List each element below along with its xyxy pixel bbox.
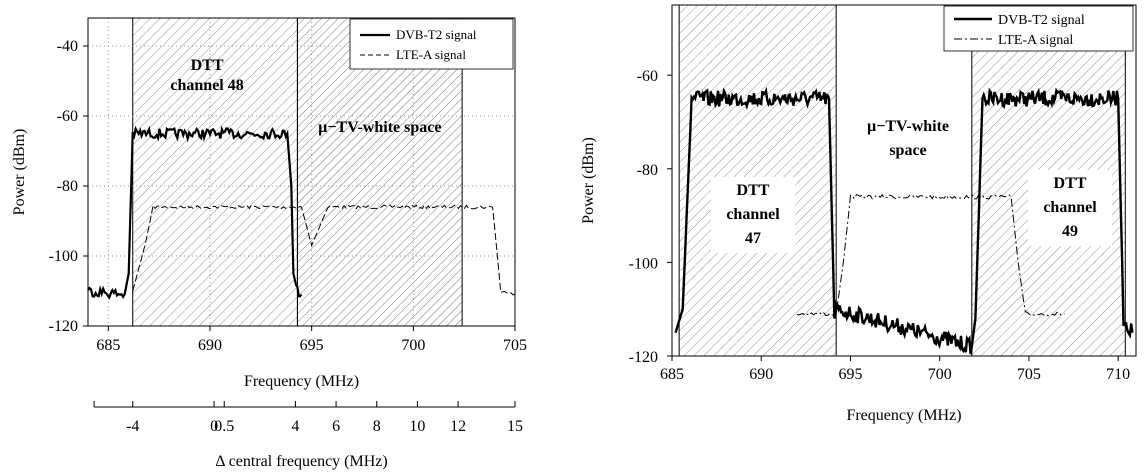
x-tick-label: 695 xyxy=(838,366,862,383)
legend-box xyxy=(943,5,1134,52)
y-tick-label: -60 xyxy=(637,68,658,85)
region-label: channel xyxy=(1043,199,1097,216)
x-tick-label: 710 xyxy=(1106,366,1130,383)
series-line-lte-a xyxy=(796,193,1065,317)
secondary-tick-label: 15 xyxy=(507,418,523,435)
secondary-tick-label: 10 xyxy=(409,418,425,435)
secondary-tick-label: 0 xyxy=(210,418,218,435)
y-tick-label: -120 xyxy=(629,349,658,366)
secondary-tick-label: 8 xyxy=(373,418,381,435)
x-axis-title: Frequency (MHz) xyxy=(846,407,961,424)
region-label: DTT xyxy=(737,182,770,199)
secondary-axis-title: Δ central frequency (MHz) xyxy=(215,453,387,470)
plot-frame xyxy=(671,4,1137,357)
y-axis-title: Power (dBm) xyxy=(580,137,597,224)
y-tick-label: -100 xyxy=(49,248,78,265)
x-tick-label: 700 xyxy=(401,337,425,354)
secondary-tick-label: -4 xyxy=(126,418,139,435)
secondary-tick-label: 4 xyxy=(291,418,299,435)
region-label: µ−TV-white space xyxy=(318,119,441,136)
x-tick-label: 685 xyxy=(96,337,120,354)
region-label: DTT xyxy=(1054,175,1087,192)
region-label: channel 48 xyxy=(170,77,243,94)
region-band-0 xyxy=(132,17,298,327)
y-tick-label: -40 xyxy=(57,38,78,55)
legend-label-dvb-t2: DVB-T2 signal xyxy=(998,13,1085,28)
legend-label-lte-a: LTE-A signal xyxy=(396,47,466,62)
x-tick-label: 700 xyxy=(928,366,952,383)
x-tick-label: 690 xyxy=(749,366,773,383)
chart-right: 685 690 695 700 705 710 -120 -100 -80 -60 Frequenc… xyxy=(580,4,1137,424)
x-axis-title: Frequency (MHz) xyxy=(244,373,359,390)
region-label: µ−TV-white xyxy=(867,118,949,135)
x-tick-label: 685 xyxy=(660,366,684,383)
y-tick-label: -120 xyxy=(49,318,78,335)
legend-label-dvb-t2: DVB-T2 signal xyxy=(396,27,477,42)
region-label: 47 xyxy=(745,230,761,247)
legend-box xyxy=(349,18,514,70)
secondary-tick-label: 6 xyxy=(332,418,340,435)
region-label: DTT xyxy=(191,57,224,74)
series-line-dvb-t2 xyxy=(674,86,1134,355)
secondary-tick-label: 12 xyxy=(450,418,466,435)
region-label-bg xyxy=(1028,170,1112,246)
region-label: space xyxy=(889,142,926,159)
legend-label-lte-a: LTE-A signal xyxy=(998,33,1073,48)
y-axis-title: Power (dBm) xyxy=(11,129,28,216)
x-tick-label: 695 xyxy=(300,337,324,354)
y-tick-label: -60 xyxy=(57,108,78,125)
x-tick-label: 705 xyxy=(1017,366,1041,383)
series-line-lte-a xyxy=(132,203,516,296)
secondary-tick-label: 0.5 xyxy=(214,418,234,435)
plot-frame xyxy=(87,17,516,327)
y-tick-label: -80 xyxy=(637,162,658,179)
region-label-bg xyxy=(711,177,795,253)
x-tick-label: 690 xyxy=(198,337,222,354)
series-line-dvb-t2 xyxy=(87,125,303,300)
region-label: 49 xyxy=(1062,223,1078,240)
x-tick-label: 705 xyxy=(503,337,527,354)
y-tick-label: -100 xyxy=(629,255,658,272)
region-label: channel xyxy=(726,206,780,223)
y-tick-label: -80 xyxy=(57,178,78,195)
chart-left: 685 690 695 700 705-120-100-80-60-40Frequenc… xyxy=(11,17,527,470)
